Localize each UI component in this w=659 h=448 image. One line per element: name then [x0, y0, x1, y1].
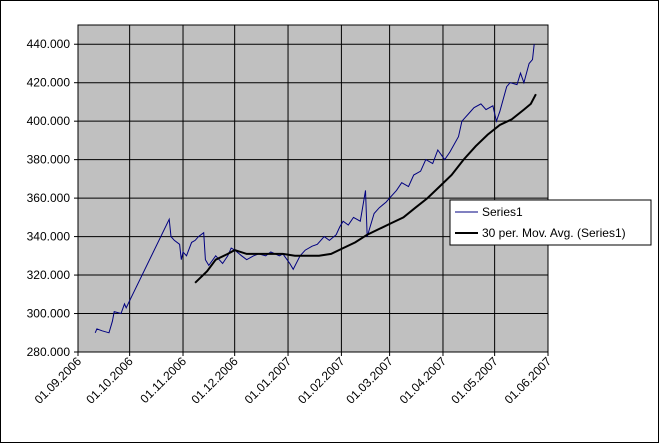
- y-tick-label: 380.000: [27, 153, 71, 167]
- legend-label: 30 per. Mov. Avg. (Series1): [482, 226, 626, 240]
- legend-label: Series1: [482, 205, 523, 219]
- y-tick-label: 400.000: [27, 114, 71, 128]
- plot-area: [77, 24, 549, 353]
- y-tick-label: 420.000: [27, 76, 71, 90]
- y-tick-label: 320.000: [27, 268, 71, 282]
- series-line: [194, 93, 537, 284]
- y-tick-label: 440.000: [27, 37, 71, 51]
- y-tick-label: 340.000: [27, 230, 71, 244]
- y-tick-label: 300.000: [27, 307, 71, 321]
- plot-border: [77, 24, 549, 353]
- series-line: [94, 44, 535, 334]
- legend-box: [449, 199, 652, 246]
- y-tick-label: 280.000: [27, 345, 71, 359]
- y-tick-label: 360.000: [27, 191, 71, 205]
